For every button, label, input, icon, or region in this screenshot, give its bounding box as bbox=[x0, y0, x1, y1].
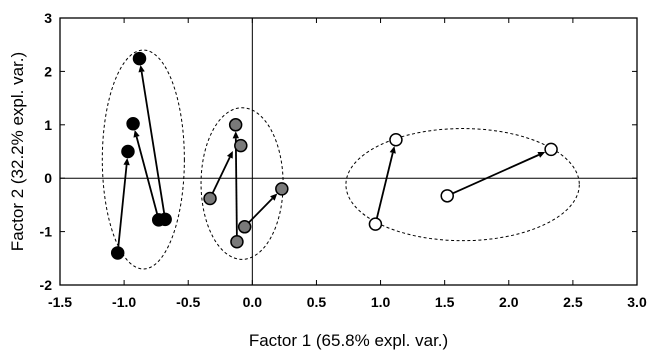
arrow-shaft bbox=[234, 138, 238, 242]
x-tick-label: -1.5 bbox=[48, 294, 72, 310]
arrow-shaft bbox=[446, 154, 540, 197]
arrow-head bbox=[389, 146, 396, 154]
group-3-point bbox=[544, 142, 558, 157]
y-tick-label: 1 bbox=[44, 117, 52, 133]
group-2-point bbox=[275, 182, 289, 196]
arrow-head bbox=[270, 193, 278, 201]
x-tick-label: 3.0 bbox=[627, 294, 647, 310]
group-2-point bbox=[203, 191, 217, 206]
group-2-point bbox=[228, 118, 243, 132]
arrow-head bbox=[138, 65, 145, 73]
y-tick-label: 0 bbox=[44, 170, 52, 186]
arrow-head bbox=[133, 130, 140, 138]
arrows-layer bbox=[116, 65, 546, 254]
x-tick-label: -1.0 bbox=[112, 294, 136, 310]
arrow-shaft bbox=[116, 164, 128, 254]
arrow-head bbox=[537, 151, 546, 158]
x-tick-label: 0.0 bbox=[243, 294, 263, 310]
points-layer bbox=[110, 51, 558, 260]
y-axis-ticks: -2 -1 0 1 2 3 bbox=[40, 10, 637, 293]
group-2-point bbox=[230, 234, 244, 249]
arrow-head bbox=[226, 150, 233, 159]
group-1-point bbox=[110, 246, 125, 260]
y-tick-label: -2 bbox=[40, 277, 53, 293]
group-3-ellipse bbox=[345, 128, 580, 242]
x-tick-label: 1.5 bbox=[435, 294, 455, 310]
arrow-shaft bbox=[374, 152, 394, 225]
group-1-point bbox=[121, 144, 135, 159]
arrow-head bbox=[123, 157, 130, 166]
arrow-shaft bbox=[140, 71, 167, 220]
group-3-point bbox=[389, 133, 403, 147]
group-3-point bbox=[440, 189, 454, 203]
arrow-head bbox=[232, 131, 240, 139]
x-tick-label: -0.5 bbox=[176, 294, 200, 310]
arrow-shaft bbox=[135, 136, 160, 221]
x-tick-label: 1.0 bbox=[371, 294, 391, 310]
y-tick-label: -1 bbox=[40, 224, 53, 240]
group-2-ellipse bbox=[200, 107, 284, 260]
y-tick-label: 2 bbox=[44, 63, 52, 79]
x-axis-ticks: -1.5 -1.0 -0.5 0.0 0.5 1.0 1.5 2.0 2.5 3.0 bbox=[48, 18, 647, 310]
group-2-point bbox=[237, 220, 252, 234]
group-3-point bbox=[368, 217, 383, 231]
arrow-shaft bbox=[209, 156, 231, 199]
plot-area-frame bbox=[59, 17, 638, 286]
group-1-point bbox=[158, 212, 172, 227]
x-tick-label: 2.0 bbox=[499, 294, 519, 310]
y-tick-label: 3 bbox=[44, 10, 52, 26]
y-axis-title: Factor 2 (32.2% expl. var.) bbox=[8, 52, 27, 251]
x-axis-title: Factor 1 (65.8% expl. var.) bbox=[249, 331, 448, 350]
x-tick-label: 0.5 bbox=[307, 294, 327, 310]
x-tick-label: 2.5 bbox=[563, 294, 583, 310]
group-1-ellipse bbox=[101, 49, 185, 270]
group-1-point bbox=[132, 51, 147, 66]
group-1-point bbox=[126, 116, 140, 131]
group-2-point bbox=[234, 138, 248, 153]
group-ellipses bbox=[101, 49, 580, 270]
